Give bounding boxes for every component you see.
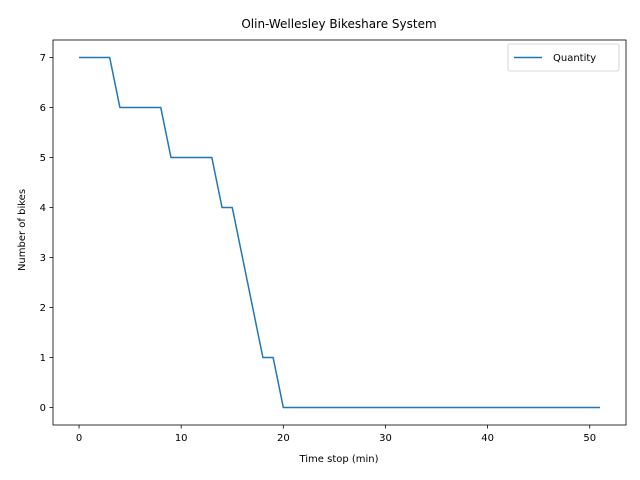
y-tick-label: 2 xyxy=(40,303,46,314)
x-tick-label: 30 xyxy=(379,433,392,444)
x-tick-label: 50 xyxy=(583,433,596,444)
y-tick-label: 5 xyxy=(40,153,46,164)
legend-label: Quantity xyxy=(553,53,596,64)
x-axis-label: Time stop (min) xyxy=(298,454,378,465)
series-line-0 xyxy=(79,56,600,409)
y-axis-label: Number of bikes xyxy=(17,189,28,271)
x-tick-label: 10 xyxy=(175,433,188,444)
y-tick-label: 1 xyxy=(40,353,46,364)
y-tick-label: 7 xyxy=(40,53,46,64)
plot-area: 0 10 20 30 40 50 0 1 2 3 4 5 6 7 Quantity xyxy=(40,39,627,444)
x-tick-label: 0 xyxy=(76,433,82,444)
x-tick-label: 20 xyxy=(277,433,290,444)
chart-title: Olin-Wellesley Bikeshare System xyxy=(241,17,436,31)
axes-frame xyxy=(52,39,627,426)
y-tick-label: 0 xyxy=(40,403,46,414)
x-tick-label: 40 xyxy=(481,433,494,444)
y-tick-label: 3 xyxy=(40,253,46,264)
y-tick-label: 4 xyxy=(40,203,46,214)
legend-box xyxy=(507,43,620,72)
y-tick-label: 6 xyxy=(40,103,46,114)
